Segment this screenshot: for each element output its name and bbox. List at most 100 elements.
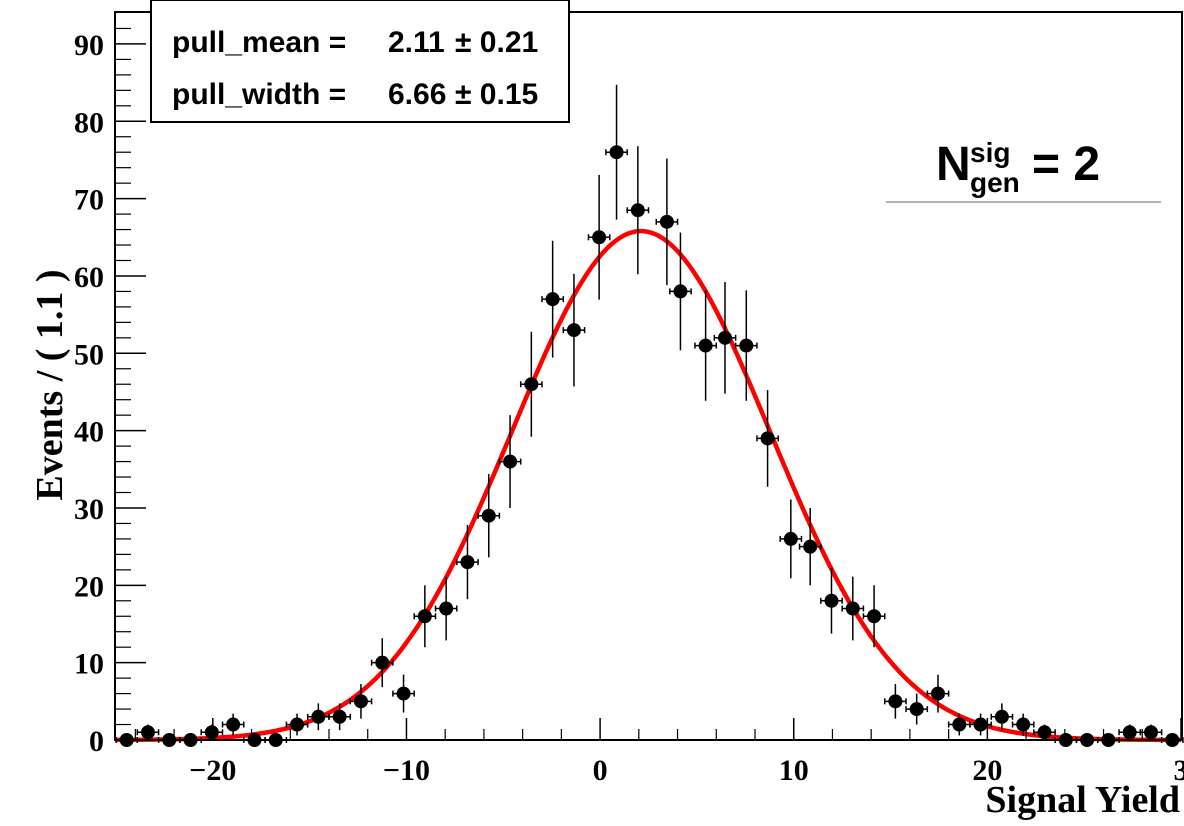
data-point (926, 674, 950, 713)
data-point (779, 499, 803, 579)
data-marker (698, 338, 713, 353)
data-point (136, 724, 160, 740)
y-tick-label: 70 (74, 184, 104, 217)
data-marker (973, 717, 988, 732)
pull-width-error: ± 0.15 (455, 78, 538, 111)
x-tick-label: 0 (593, 754, 608, 787)
x-tick-label: 20 (972, 754, 1002, 787)
data-marker (1016, 717, 1031, 732)
data-point (434, 576, 458, 641)
data-point (392, 674, 415, 713)
data-point (413, 585, 437, 648)
data-marker (226, 717, 241, 732)
data-marker (290, 717, 305, 732)
pull-width-value: 6.66 (388, 78, 446, 111)
data-marker (396, 686, 411, 701)
data-point (669, 232, 692, 351)
data-point (519, 331, 543, 437)
data-point (1011, 713, 1035, 736)
data-point (605, 84, 628, 220)
data-marker (1122, 725, 1137, 740)
pull-mean-value: 2.11 (388, 26, 445, 59)
data-point (990, 703, 1014, 731)
x-tick-label: −10 (383, 754, 430, 787)
data-marker (1143, 725, 1158, 740)
data-marker (888, 694, 903, 709)
y-tick-label: 40 (74, 416, 104, 449)
y-tick-label: 90 (74, 29, 104, 62)
annotation-value: = 2 (1032, 138, 1100, 191)
data-marker (803, 539, 818, 554)
data-marker (1037, 725, 1052, 740)
data-point (694, 290, 718, 401)
data-marker (994, 709, 1009, 724)
annotation-subscript: gen (970, 167, 1020, 198)
plot-frame (114, 11, 1183, 741)
data-point (200, 724, 224, 740)
data-point (883, 684, 907, 719)
data-marker (739, 338, 754, 353)
annotation-ngen: N sig gen = 2 (886, 137, 1161, 203)
data-marker (140, 725, 155, 740)
data-marker (460, 555, 475, 570)
data-marker (592, 230, 607, 245)
data-marker (609, 145, 624, 160)
data-point (456, 525, 479, 600)
data-point (841, 576, 865, 641)
data-marker (909, 702, 924, 717)
data-point (626, 146, 650, 275)
data-point (562, 273, 586, 387)
data-point (820, 567, 843, 634)
data-point (349, 684, 373, 719)
data-point (905, 693, 929, 725)
stats-box-frame (150, 0, 570, 123)
data-marker (353, 694, 368, 709)
y-tick-label: 80 (74, 106, 104, 139)
data-point (1033, 724, 1056, 740)
data-marker (630, 203, 645, 218)
data-marker (673, 284, 688, 299)
data-point (221, 713, 245, 736)
x-tick-label: 3 (1174, 754, 1184, 787)
data-marker (524, 377, 539, 392)
data-marker (375, 655, 390, 670)
data-point (947, 713, 971, 736)
data-point (655, 158, 679, 286)
y-tick-label: 20 (74, 570, 104, 603)
data-marker (867, 609, 882, 624)
y-tick-label: 10 (74, 648, 104, 681)
data-point (285, 713, 309, 736)
y-axis-label: Events / ( 1.1 ) (29, 269, 71, 500)
data-marker (417, 609, 432, 624)
data-point (541, 240, 565, 358)
data-marker (545, 292, 560, 307)
data-point (798, 507, 822, 586)
pull-mean-error: ± 0.21 (455, 26, 538, 59)
data-marker (783, 531, 798, 546)
pull-mean-label: pull_mean = (172, 26, 346, 59)
annotation-superscript: sig (970, 137, 1010, 168)
data-point (477, 474, 501, 558)
y-tick-label: 30 (74, 493, 104, 526)
y-tick-label: 50 (74, 338, 104, 371)
data-point (713, 282, 737, 394)
stats-box: pull_mean = 2.11 ± 0.21 pull_width = 6.6… (150, 0, 570, 123)
svg-text:pull_width = 6.66: pull_width = 6.66 ± 0.15 (172, 78, 538, 111)
x-tick-label: −20 (189, 754, 236, 787)
y-tick-label: 60 (74, 261, 104, 294)
data-point (498, 415, 522, 508)
data-marker (659, 214, 674, 229)
data-marker (824, 593, 839, 608)
data-marker (481, 508, 496, 523)
data-point (370, 638, 394, 688)
y-tick-label: 0 (89, 725, 104, 758)
svg-text:pull_mean = 2.11 ±: pull_mean = 2.11 ± 0.21 (172, 26, 538, 59)
data-marker (930, 686, 945, 701)
annotation-symbol: N (936, 138, 971, 191)
data-marker (332, 709, 347, 724)
x-tick-label: 10 (779, 754, 809, 787)
data-point (1139, 724, 1163, 740)
data-marker (760, 431, 775, 446)
data-point (1118, 724, 1142, 740)
